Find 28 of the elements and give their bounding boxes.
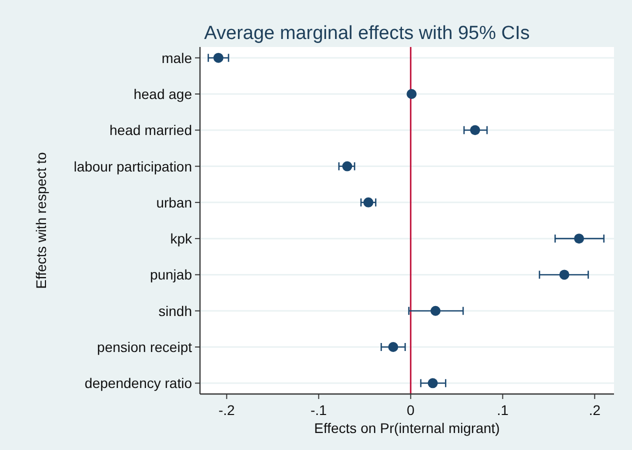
y-tick-label: head married bbox=[110, 122, 192, 138]
point bbox=[363, 197, 374, 208]
point bbox=[406, 88, 417, 99]
point bbox=[559, 270, 570, 280]
x-axis-title: Effects on Pr(internal migrant) bbox=[314, 420, 500, 436]
y-axis-title: Effects with respect to bbox=[33, 152, 49, 289]
y-tick-label: male bbox=[162, 50, 192, 66]
y-tick-label: punjab bbox=[150, 266, 192, 283]
y-tick-label: dependency ratio bbox=[84, 375, 192, 392]
point bbox=[213, 52, 224, 63]
y-tick-label: labour participation bbox=[74, 158, 192, 174]
x-tick-label: -.1 bbox=[310, 402, 328, 418]
y-tick-label: kpk bbox=[170, 230, 193, 247]
y-tick-label: pension receipt bbox=[97, 339, 192, 356]
x-tick-label: .1 bbox=[496, 402, 509, 418]
y-tick-label: head age bbox=[134, 86, 192, 102]
point bbox=[428, 378, 438, 388]
point bbox=[430, 306, 441, 316]
point bbox=[342, 161, 352, 172]
x-tick-label: .2 bbox=[588, 402, 601, 418]
point bbox=[470, 125, 480, 136]
x-tick-label: -.2 bbox=[218, 402, 236, 418]
point bbox=[388, 342, 398, 352]
x-tick-label: 0 bbox=[406, 402, 415, 418]
y-tick-label: urban bbox=[156, 194, 192, 210]
chart-title: Average marginal effects with 95% CIs bbox=[204, 23, 530, 44]
point bbox=[574, 234, 584, 244]
y-tick-label: sindh bbox=[158, 302, 192, 319]
